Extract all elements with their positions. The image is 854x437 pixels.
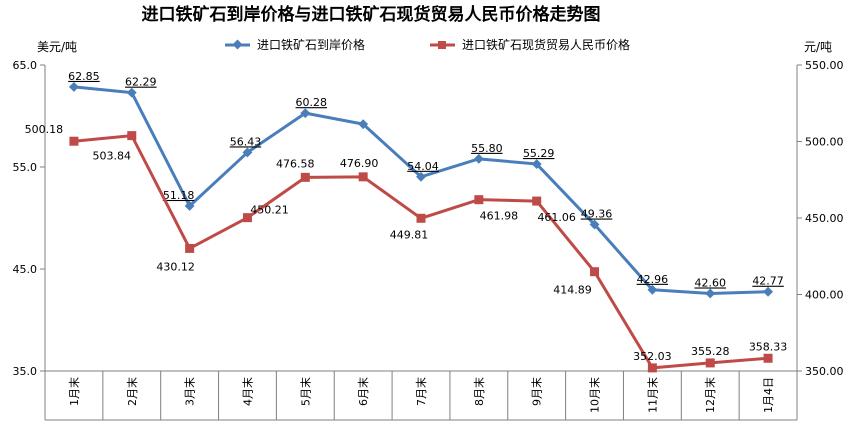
left-axis-unit: 美元/吨 bbox=[37, 40, 77, 54]
legend-label-series-1: 进口铁矿石到岸价格 bbox=[257, 37, 365, 52]
left-tick-label: 35.0 bbox=[13, 365, 38, 378]
series-2-point bbox=[647, 363, 657, 373]
left-tick-label: 55.0 bbox=[13, 161, 38, 174]
category-label: 12月末 bbox=[703, 377, 717, 413]
category-label: 6月末 bbox=[356, 377, 370, 406]
series-2-point bbox=[532, 196, 542, 206]
legend-item-series-2: 进口铁矿石现货贸易人民币价格 bbox=[430, 37, 630, 52]
series-1-data-label: 56.43 bbox=[230, 135, 262, 148]
series-1-data-label: 54.04 bbox=[407, 160, 439, 173]
right-tick-label: 350.00 bbox=[805, 365, 844, 378]
series-2-point bbox=[185, 243, 195, 253]
series-2-data-label: 352.03 bbox=[633, 350, 672, 363]
series-1-data-label: 49.36 bbox=[581, 208, 613, 221]
right-tick-label: 400.00 bbox=[805, 289, 844, 302]
category-label: 11月末 bbox=[645, 377, 659, 413]
category-label: 2月末 bbox=[125, 377, 139, 406]
series-1-data-label: 60.28 bbox=[296, 96, 328, 109]
series-1-data-label: 62.85 bbox=[68, 70, 100, 83]
series-2-point bbox=[705, 358, 715, 368]
series-1-data-label: 62.29 bbox=[125, 76, 157, 89]
series-1-data-label: 42.96 bbox=[637, 273, 669, 286]
series-2-point bbox=[590, 267, 600, 277]
series-1-point bbox=[473, 153, 484, 164]
series-2-data-label: 430.12 bbox=[156, 260, 195, 273]
right-tick-label: 450.00 bbox=[805, 212, 844, 225]
category-label: 1月末 bbox=[67, 377, 81, 406]
series-2-data-label: 476.58 bbox=[276, 157, 315, 170]
category-label: 4月末 bbox=[240, 377, 254, 406]
series-2-data-label: 476.90 bbox=[340, 157, 379, 170]
series-2-data-label: 450.21 bbox=[250, 204, 289, 217]
series-2-point bbox=[242, 213, 252, 223]
series-1-point bbox=[705, 288, 716, 299]
axes: 35.0 45.0 55.0 65.0 350.00 400.00 450.00 500.00… bbox=[13, 59, 844, 421]
series-1-point bbox=[416, 171, 426, 182]
series-2-point bbox=[474, 195, 484, 205]
series-2-point bbox=[127, 131, 137, 141]
series-1-point bbox=[647, 284, 658, 295]
series-2-data-label: 500.18 bbox=[25, 123, 64, 136]
series-2-data-label: 461.06 bbox=[537, 211, 576, 224]
series-2-data-label: 449.81 bbox=[390, 228, 429, 241]
series-2-data-label: 355.28 bbox=[691, 345, 730, 358]
series-1-data-label: 42.60 bbox=[694, 276, 726, 289]
series-2-data-label: 414.89 bbox=[553, 284, 592, 297]
series-1-data-label: 42.77 bbox=[752, 275, 784, 288]
series-1-point bbox=[531, 159, 542, 169]
series-1-point bbox=[184, 201, 195, 211]
series-2-data-label: 461.98 bbox=[480, 210, 519, 223]
series-2-point bbox=[416, 213, 426, 223]
category-label: 1月4日 bbox=[762, 377, 775, 413]
legend-label-series-2: 进口铁矿石现货贸易人民币价格 bbox=[462, 37, 630, 52]
left-tick-label: 45.0 bbox=[13, 263, 38, 276]
series-2-data-label: 503.84 bbox=[93, 150, 132, 163]
series-1-point bbox=[589, 219, 600, 230]
legend: 进口铁矿石到岸价格 进口铁矿石现货贸易人民币价格 bbox=[225, 37, 630, 52]
category-label: 7月末 bbox=[414, 377, 428, 406]
right-tick-label: 500.00 bbox=[805, 136, 844, 149]
legend-item-series-1: 进口铁矿石到岸价格 bbox=[225, 37, 365, 52]
series-1-data-label: 55.29 bbox=[523, 147, 555, 160]
series-1-data-label: 51.18 bbox=[163, 189, 195, 202]
series-2-point bbox=[358, 172, 368, 182]
left-tick-label: 65.0 bbox=[13, 59, 38, 72]
series-2-point bbox=[69, 136, 79, 146]
series-2-data-label: 358.33 bbox=[749, 340, 788, 353]
right-tick-label: 550.00 bbox=[805, 59, 844, 72]
series-1-point bbox=[763, 286, 774, 297]
right-axis-unit: 元/吨 bbox=[804, 40, 832, 54]
chart-title: 进口铁矿石到岸价格与进口铁矿石现货贸易人民币价格走势图 bbox=[142, 4, 601, 25]
series-1-point bbox=[126, 87, 137, 98]
series-2-point bbox=[300, 172, 310, 182]
category-label: 10月末 bbox=[588, 377, 602, 413]
series-1-point bbox=[242, 147, 253, 158]
category-label: 8月末 bbox=[472, 377, 486, 406]
plot-area: 62.85 62.29 51.18 56.43 60.28 54.04 55.80 55.29… bbox=[25, 70, 788, 373]
category-label: 5月末 bbox=[298, 377, 312, 406]
series-2-point bbox=[763, 353, 773, 363]
category-label: 3月末 bbox=[183, 377, 197, 406]
series-1-data-label: 55.80 bbox=[471, 142, 503, 155]
series-1-point bbox=[68, 81, 79, 92]
category-label: 9月末 bbox=[530, 377, 544, 406]
